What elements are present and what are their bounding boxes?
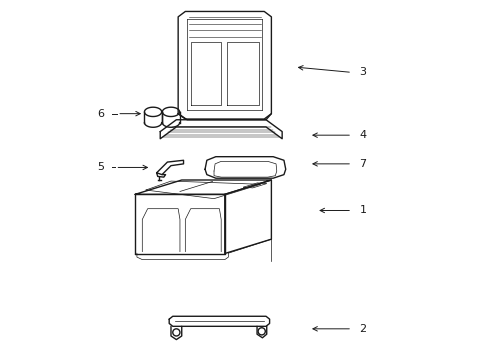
Text: 2: 2 <box>359 324 366 334</box>
Text: 6: 6 <box>98 109 104 119</box>
Text: 7: 7 <box>359 159 366 169</box>
Text: 3: 3 <box>359 67 366 77</box>
Text: 4: 4 <box>359 130 366 140</box>
Text: 1: 1 <box>359 206 366 216</box>
Text: 5: 5 <box>98 162 104 172</box>
